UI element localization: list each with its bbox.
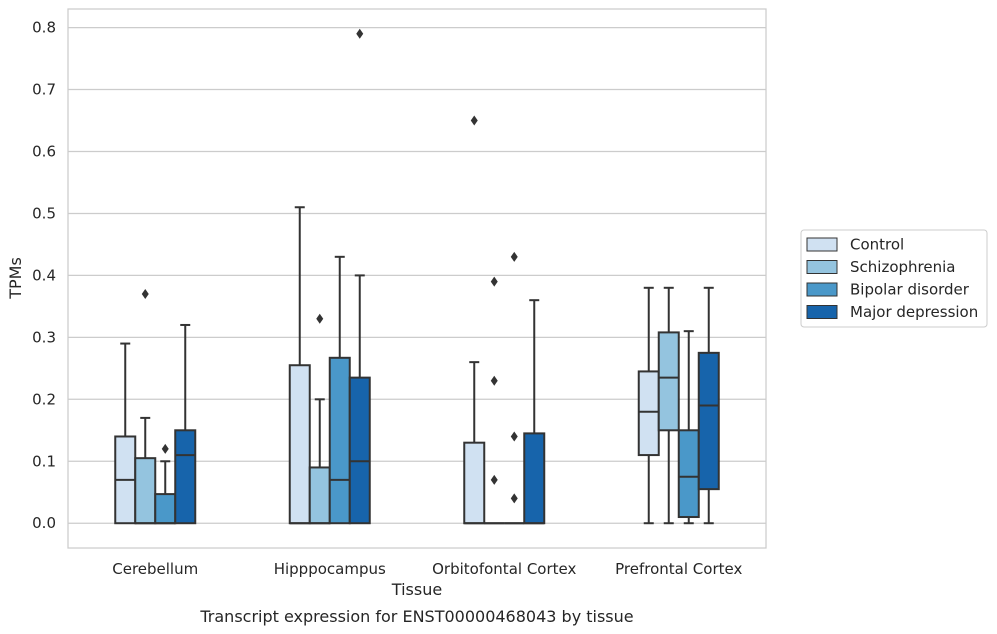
box: [484, 276, 505, 525]
gridlines: [68, 26, 766, 524]
legend-swatch: [806, 305, 838, 319]
series-major-depression: [174, 28, 720, 525]
legend-swatch: [806, 237, 838, 252]
legend-label: Control: [850, 236, 904, 254]
x-tick-label: Cerebellum: [112, 560, 198, 578]
y-tick-label: 0.8: [32, 19, 56, 37]
outlier-point: [141, 288, 149, 299]
legend-swatch: [806, 282, 838, 297]
box: [114, 342, 137, 525]
box: [308, 313, 331, 525]
y-axis-ticks: 0.0 0.1 0.2 0.3 0.4 0.5 0.6 0.7 0.8: [32, 19, 56, 533]
box-body: [463, 441, 486, 525]
legend-swatch: [806, 260, 838, 274]
box-body: [677, 429, 700, 519]
outlier-point: [510, 431, 518, 442]
box: [697, 286, 720, 525]
y-tick-label: 0.2: [32, 390, 56, 408]
outlier-point: [316, 313, 324, 324]
box: [134, 288, 157, 525]
box: [174, 323, 197, 525]
y-axis-title: TPMs: [6, 257, 25, 300]
plot-area-frame: [67, 8, 767, 549]
box-series: [114, 28, 720, 525]
box-body: [134, 457, 157, 525]
outlier-point: [510, 493, 518, 504]
legend: Control Schizophrenia Bipolar disorder Majo…: [800, 229, 988, 328]
box: [328, 255, 351, 525]
y-tick-label: 0.5: [32, 204, 56, 222]
box-body: [637, 370, 660, 457]
series-control: [114, 115, 660, 525]
outlier-point: [356, 28, 364, 39]
outlier-point: [490, 375, 498, 386]
legend-frame: [800, 229, 988, 328]
outlier-point: [510, 251, 518, 262]
x-axis-title: Tissue: [391, 580, 442, 599]
figure-caption: Transcript expression for ENST0000046804…: [199, 607, 633, 626]
y-tick-label: 0.0: [32, 514, 56, 532]
x-tick-label: Hipppocampus: [274, 560, 386, 578]
box-body: [174, 429, 197, 525]
outlier-point: [161, 443, 169, 454]
outlier-point: [490, 474, 498, 485]
legend-label: Major depression: [850, 303, 978, 321]
x-tick-label: Orbitofontal Cortex: [432, 560, 576, 578]
box-body: [348, 376, 371, 525]
series-schizophrenia: [134, 276, 680, 525]
box: [463, 115, 486, 525]
box: [288, 206, 311, 525]
box-body: [697, 351, 720, 491]
box: [637, 286, 660, 525]
box-body: [288, 364, 311, 525]
legend-label: Bipolar disorder: [850, 281, 970, 299]
box-body: [328, 356, 351, 525]
outlier-point: [470, 115, 478, 126]
box: [677, 330, 700, 525]
y-tick-label: 0.3: [32, 328, 56, 346]
y-tick-label: 0.7: [32, 81, 56, 99]
box: [154, 443, 177, 525]
x-axis-ticks: Cerebellum Hipppocampus Orbitofontal Corte…: [112, 560, 742, 578]
box-body: [308, 466, 331, 525]
box: [348, 28, 371, 525]
box-body: [154, 493, 177, 525]
y-tick-label: 0.1: [32, 452, 56, 470]
box: [657, 286, 680, 525]
y-tick-label: 0.6: [32, 142, 56, 160]
box: [504, 251, 525, 525]
y-tick-label: 0.4: [32, 266, 56, 284]
x-tick-label: Prefrontal Cortex: [615, 560, 742, 578]
series-bipolar-disorder: [154, 251, 700, 525]
outlier-point: [490, 276, 498, 287]
legend-label: Schizophrenia: [850, 258, 955, 276]
box: [523, 299, 546, 525]
box-body: [657, 331, 680, 432]
box-body: [523, 432, 546, 525]
